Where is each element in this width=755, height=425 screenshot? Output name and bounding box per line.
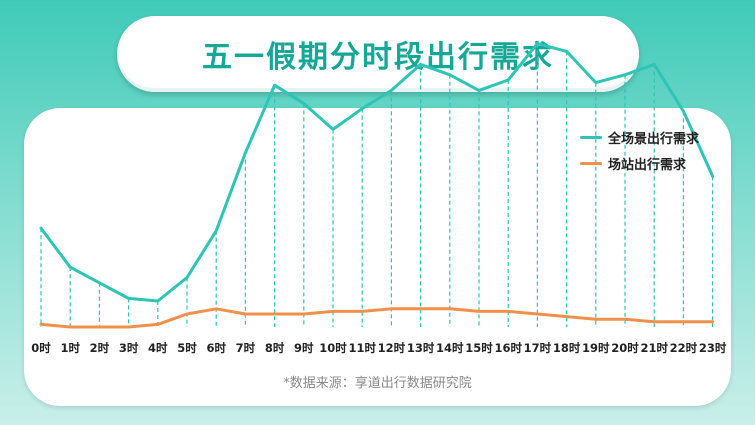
- x-tick-label: 1时: [60, 341, 80, 355]
- source-note: *数据来源：享道出行数据研究院: [283, 376, 472, 391]
- x-tick-label: 5时: [177, 341, 197, 355]
- legend-label-station: 场站出行需求: [608, 157, 687, 173]
- chart-legend: 全场景出行需求 场站出行需求: [580, 126, 699, 178]
- x-tick-label: 15时: [465, 341, 493, 355]
- x-tick-label: 23时: [699, 341, 727, 355]
- x-tick-label: 8时: [265, 341, 285, 355]
- page-title: 五一假期分时段出行需求: [202, 40, 554, 75]
- legend-item-station: 场站出行需求: [580, 152, 699, 174]
- x-tick-label: 2时: [90, 341, 110, 355]
- series-line-all-scenes: [39, 42, 715, 303]
- x-tick-label: 13时: [407, 341, 435, 355]
- x-tick-label: 14时: [436, 341, 464, 355]
- x-tick-label: 19时: [582, 341, 610, 355]
- chart-card: [24, 108, 731, 406]
- x-tick-label: 20时: [611, 341, 639, 355]
- series-line-station: [39, 307, 715, 329]
- x-tick-label: 0时: [31, 341, 51, 355]
- x-tick-label: 21时: [640, 341, 668, 355]
- x-tick-label: 7时: [236, 341, 256, 355]
- title-banner: 五一假期分时段出行需求: [117, 16, 639, 92]
- legend-item-all-scenes: 全场景出行需求: [580, 126, 699, 148]
- x-tick-label: 22时: [670, 341, 698, 355]
- x-tick-label: 17时: [524, 341, 552, 355]
- x-tick-label: 12时: [378, 341, 406, 355]
- x-tick-label: 10时: [319, 341, 347, 355]
- legend-swatch-all-scenes: [580, 135, 602, 139]
- x-tick-label: 3时: [119, 341, 139, 355]
- x-tick-label: 6时: [206, 341, 226, 355]
- legend-label-all-scenes: 全场景出行需求: [608, 131, 700, 147]
- x-tick-label: 18时: [553, 341, 581, 355]
- x-tick-label: 9时: [294, 341, 314, 355]
- x-tick-label: 11时: [348, 341, 376, 355]
- legend-swatch-station: [580, 161, 602, 165]
- x-tick-label: 16时: [494, 341, 522, 355]
- x-tick-label: 4时: [148, 341, 168, 355]
